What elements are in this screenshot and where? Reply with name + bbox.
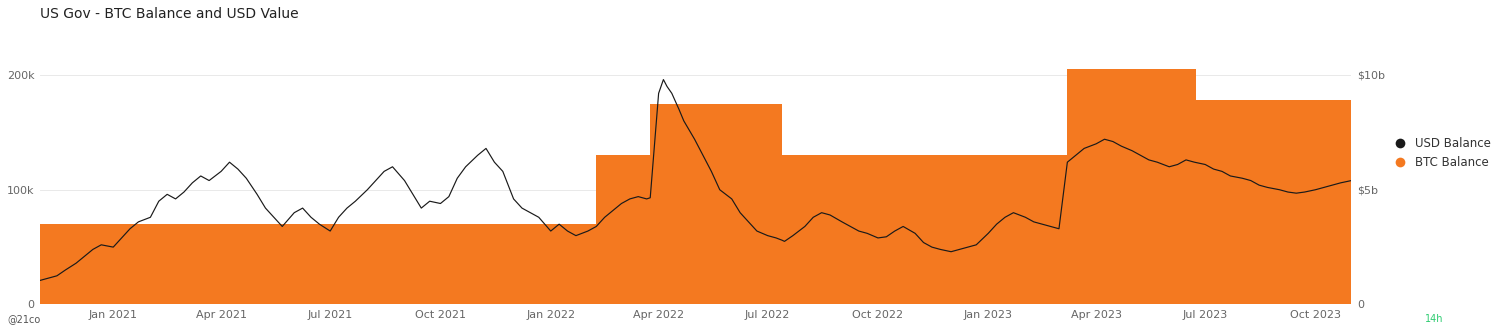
Text: @21co: @21co [8, 314, 40, 324]
Text: Dune: Dune [644, 164, 748, 198]
Legend: USD Balance, BTC Balance: USD Balance, BTC Balance [1383, 132, 1496, 174]
Text: US Gov - BTC Balance and USD Value: US Gov - BTC Balance and USD Value [40, 7, 298, 21]
Text: 14h: 14h [1425, 314, 1443, 324]
